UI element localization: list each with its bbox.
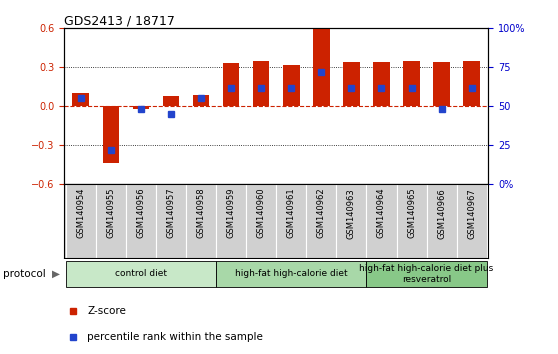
Text: control diet: control diet [115,269,167,279]
Bar [336,184,367,258]
Bar [283,65,300,106]
Text: GSM140960: GSM140960 [257,188,266,239]
Bar [126,184,156,258]
Text: GSM140958: GSM140958 [196,188,205,239]
Bar [66,184,96,258]
Text: GSM140961: GSM140961 [287,188,296,239]
Bar [464,61,480,106]
Bar [133,106,149,109]
Bar [397,184,427,258]
Text: GSM140956: GSM140956 [136,188,146,239]
Bar [367,184,397,258]
Bar [193,95,209,106]
Text: GSM140957: GSM140957 [166,188,175,239]
Text: GSM140954: GSM140954 [76,188,85,238]
Bar [276,184,306,258]
Bar [216,184,246,258]
Bar [103,106,119,163]
Bar [367,261,487,287]
Bar [186,184,216,258]
Text: high-fat high-calorie diet plus
resveratrol: high-fat high-calorie diet plus resverat… [359,264,494,284]
Text: GSM140964: GSM140964 [377,188,386,239]
Text: GDS2413 / 18717: GDS2413 / 18717 [64,14,175,27]
Bar [313,28,330,106]
Bar [343,62,360,106]
Bar [216,261,367,287]
Bar [427,184,456,258]
Bar [73,93,89,106]
Text: Z-score: Z-score [88,306,126,316]
Bar [373,62,389,106]
Text: percentile rank within the sample: percentile rank within the sample [88,332,263,342]
Bar [96,184,126,258]
Text: protocol: protocol [3,269,46,279]
Text: GSM140962: GSM140962 [317,188,326,239]
Bar [156,184,186,258]
Text: GSM140963: GSM140963 [347,188,356,239]
Bar [66,261,216,287]
Bar [456,184,487,258]
Bar [223,63,239,106]
Bar [403,61,420,106]
Text: high-fat high-calorie diet: high-fat high-calorie diet [235,269,348,279]
Text: GSM140959: GSM140959 [227,188,235,238]
Bar [434,62,450,106]
Bar [246,184,276,258]
Text: GSM140955: GSM140955 [106,188,116,238]
Bar [163,96,179,106]
Text: GSM140966: GSM140966 [437,188,446,239]
Bar [253,61,270,106]
Text: ▶: ▶ [52,269,60,279]
Text: GSM140965: GSM140965 [407,188,416,239]
Text: GSM140967: GSM140967 [467,188,476,239]
Bar [306,184,336,258]
